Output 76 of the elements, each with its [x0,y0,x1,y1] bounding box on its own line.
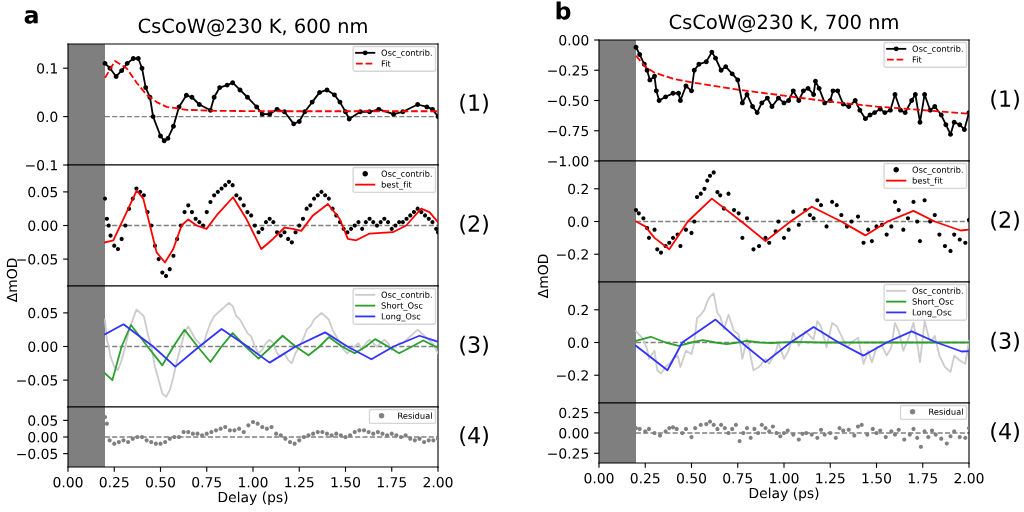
y-tick-label: −0.25 [548,448,589,459]
legend-label: Osc_contrib. [381,49,432,58]
legend-label: best_fit [381,181,412,190]
y-tick-label: 0.2 [568,304,588,316]
x-tick-label: 1.50 [862,472,892,484]
x-axis-title: Delay (ps) [749,487,819,501]
y-tick-label: −0.2 [557,370,588,381]
y-tick-label: 0.05 [28,186,58,198]
y-tick-label: 0.1 [37,63,57,74]
x-tick-label: 0.25 [99,476,129,488]
y-tick-label: 0.0 [568,216,589,227]
y-tick-label: −0.1 [26,159,57,171]
x-tick-label: 1.25 [816,472,845,484]
x-tick-label: 1.25 [285,476,314,488]
legend-label: Osc_contrib. [912,287,963,296]
x-tick-label: 0.00 [584,472,614,484]
legend-label: Residual [929,408,963,415]
y-tick-label: 0.00 [28,431,58,443]
legend-label: Osc_contrib. [381,291,432,300]
x-tick-label: 2.00 [954,472,984,484]
y-axis-title: ΔmOD [6,258,18,303]
y-tick-label: −0.25 [548,65,589,76]
text: (2) [991,210,1019,231]
y-tick-label: −0.75 [548,125,589,137]
legend-label: Fit [912,56,922,63]
chart-title: CsCoW@230 K, 600 nm [138,18,367,37]
x-axis-title: Delay (ps) [218,491,288,505]
y-tick-label: −0.05 [17,254,58,265]
text: (1) [460,93,488,114]
y-tick-label: 0.00 [559,427,589,439]
x-tick-label: 1.75 [908,473,937,484]
legend-label: Long_Osc [912,309,952,318]
y-tick-label: 0.05 [28,415,58,426]
text: (3) [460,335,488,356]
legend-label: Osc_contrib. [912,45,963,54]
y-tick-label: −1.00 [548,155,589,167]
legend-label: Short_Osc [912,298,954,307]
y-tick-label: −0.2 [557,249,588,260]
y-tick-label: 0.0 [568,337,589,348]
x-tick-label: 1.00 [770,472,799,484]
text: (2) [460,214,488,235]
legend-label: Residual [398,412,432,419]
y-tick-label: −0.05 [17,448,58,460]
y-tick-label: 0.00 [28,341,58,352]
y-tick-label: 0.00 [28,220,58,231]
y-tick-label: 0.00 [559,34,589,46]
legend-label: Short_Osc [381,302,423,311]
legend-label: Fit [381,60,391,67]
text: (4) [460,426,488,447]
y-tick-label: 0.25 [559,407,589,419]
x-tick-label: 0.75 [192,476,221,488]
y-tick-label: 0.2 [568,183,588,195]
x-tick-label: 2.00 [423,476,453,488]
text: (1) [991,89,1019,110]
x-tick-label: 1.75 [377,477,406,488]
y-tick-label: 0.0 [37,111,58,123]
text: (3) [991,331,1019,352]
x-tick-label: 0.75 [723,472,752,484]
legend-label: Osc_contrib. [381,170,432,179]
y-tick-label: 0.05 [28,307,58,319]
y-tick-label: −0.50 [548,95,589,106]
y-tick-label: −0.05 [17,375,58,386]
x-tick-label: 1.00 [239,476,268,488]
x-tick-label: 0.50 [145,476,176,488]
legend-label: best_fit [912,177,943,186]
y-axis-title: ΔmOD [537,254,549,299]
x-tick-label: 0.00 [53,476,83,488]
legend-label: Long_Osc [381,313,421,322]
text: a [24,10,38,24]
chart-title: CsCoW@230 K, 700 nm [669,14,898,33]
x-tick-label: 0.25 [630,472,660,484]
legend-label: Osc_contrib. [912,166,963,175]
x-tick-label: 0.50 [676,472,707,484]
x-tick-label: 1.50 [331,476,361,488]
text: b [556,1,571,20]
text: (4) [991,422,1019,443]
